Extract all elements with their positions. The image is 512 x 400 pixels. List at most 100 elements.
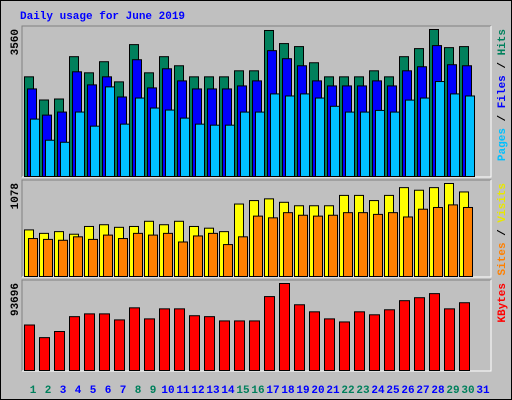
legend-separator: / [497,223,509,243]
bar [294,304,305,371]
bar [309,311,320,371]
panel-bevel [21,279,491,371]
bar [225,124,235,177]
bar [120,123,130,177]
x-tick-label: 1 [30,385,37,397]
legend-separator: / [497,108,509,128]
legend: Pages / Files / Hits [497,29,509,161]
bar [420,97,430,177]
panel-bevel [22,180,492,278]
bar [358,212,368,278]
bar [118,238,128,277]
bar [238,236,248,277]
bar [343,212,353,278]
bar [399,300,410,372]
legend-entry: Sites [497,242,509,275]
bar [174,308,185,371]
bar [463,206,473,278]
x-tick-label: 23 [356,385,370,397]
bar [270,93,280,177]
bar [465,95,475,177]
bar [144,318,155,372]
panel-bevel [22,280,492,372]
bar [264,296,275,371]
bar [414,297,425,372]
bar [150,107,160,177]
bar [369,314,380,371]
x-tick-label: 27 [416,385,429,397]
bar [88,238,98,277]
x-tick-label: 4 [75,385,82,397]
bar [405,99,415,177]
bar [178,241,188,278]
bar [418,208,428,278]
x-tick-label: 22 [341,385,354,397]
bar [69,316,80,372]
x-tick-label: 24 [371,385,385,397]
bar [435,81,445,177]
x-tick-label: 25 [386,385,400,397]
x-tick-label: 13 [206,385,220,397]
bar [384,309,395,372]
bar [105,86,115,177]
bar [450,93,460,177]
y-tick-label: 3560 [10,29,22,55]
bar [223,244,233,277]
bar [255,111,265,177]
bar [390,111,400,177]
bar [204,316,215,372]
bar [429,293,440,371]
bar [354,311,365,371]
bar [133,232,143,277]
bar [180,117,190,177]
bar [249,320,260,371]
x-tick-label: 15 [236,385,250,397]
bar [373,213,383,278]
x-tick-label: 19 [296,385,309,397]
bar [219,320,230,371]
bar [283,212,293,278]
bar [253,215,263,277]
bar [210,124,220,177]
bar [90,125,100,177]
x-tick-label: 12 [191,385,204,397]
bar [148,234,158,277]
bar [433,206,443,278]
legend-entry: Files [497,75,509,108]
y-tick-label: 1078 [10,183,22,210]
bar [193,235,203,277]
bar [315,97,325,177]
bar [45,139,55,177]
bar [403,216,413,277]
bar [39,337,50,371]
bar [268,217,278,277]
bar [54,331,65,371]
x-tick-label: 6 [105,385,112,397]
bar [73,236,83,277]
panel-bevel [21,179,491,277]
x-tick-label: 16 [251,385,264,397]
x-tick-label: 30 [461,385,474,397]
bar [339,321,350,371]
bar [58,239,68,277]
bar [330,105,340,177]
bar [444,308,455,371]
bar [388,212,398,278]
x-tick-label: 2 [45,385,52,397]
bar [103,234,113,277]
bar [165,109,175,177]
legend-entry: Pages [497,128,509,161]
panel-bevel [21,25,491,177]
bar [459,302,470,371]
bar [298,214,308,277]
bar [99,313,110,371]
bar [195,123,205,177]
legend-separator: / [497,55,509,75]
bar [60,141,70,177]
bar [448,204,458,277]
bar [129,307,140,372]
bar [300,93,310,177]
bar [285,95,295,177]
bar [360,111,370,177]
bar [163,232,173,277]
